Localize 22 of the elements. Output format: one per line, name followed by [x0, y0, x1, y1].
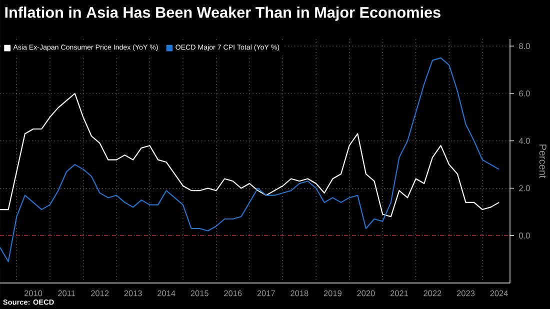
x-tick-label: 2021 [390, 290, 408, 296]
x-tick-label: 2013 [124, 290, 142, 296]
x-tick-label: 2010 [24, 290, 42, 296]
y-tick-label: 2.0 [519, 185, 530, 192]
x-tick-label: 2019 [324, 290, 342, 296]
x-tick-label: 2014 [158, 290, 176, 296]
x-tick-label: 2022 [424, 290, 442, 296]
y-tick-label: 0.0 [519, 232, 530, 239]
x-tick-label: 2020 [357, 290, 375, 296]
x-tick-label: 2017 [257, 290, 275, 296]
y-tick-label: 6.0 [519, 90, 530, 96]
y-axis-title: Percent [539, 144, 546, 178]
y-tick-label: 4.0 [518, 138, 530, 144]
chart-title: Inflation in Asia Has Been Weaker Than in Major Economies [5, 6, 440, 21]
y-tick-label: 8.0 [519, 43, 530, 50]
x-tick-label: 2015 [190, 290, 208, 296]
x-tick-label: 2023 [456, 290, 475, 296]
x-tick-label: 2024 [490, 290, 508, 296]
x-tick-label: 2016 [224, 290, 242, 296]
x-tick-label: 2012 [91, 290, 109, 296]
x-tick-label: 2018 [290, 290, 308, 296]
x-tick-label: 2011 [58, 290, 76, 296]
